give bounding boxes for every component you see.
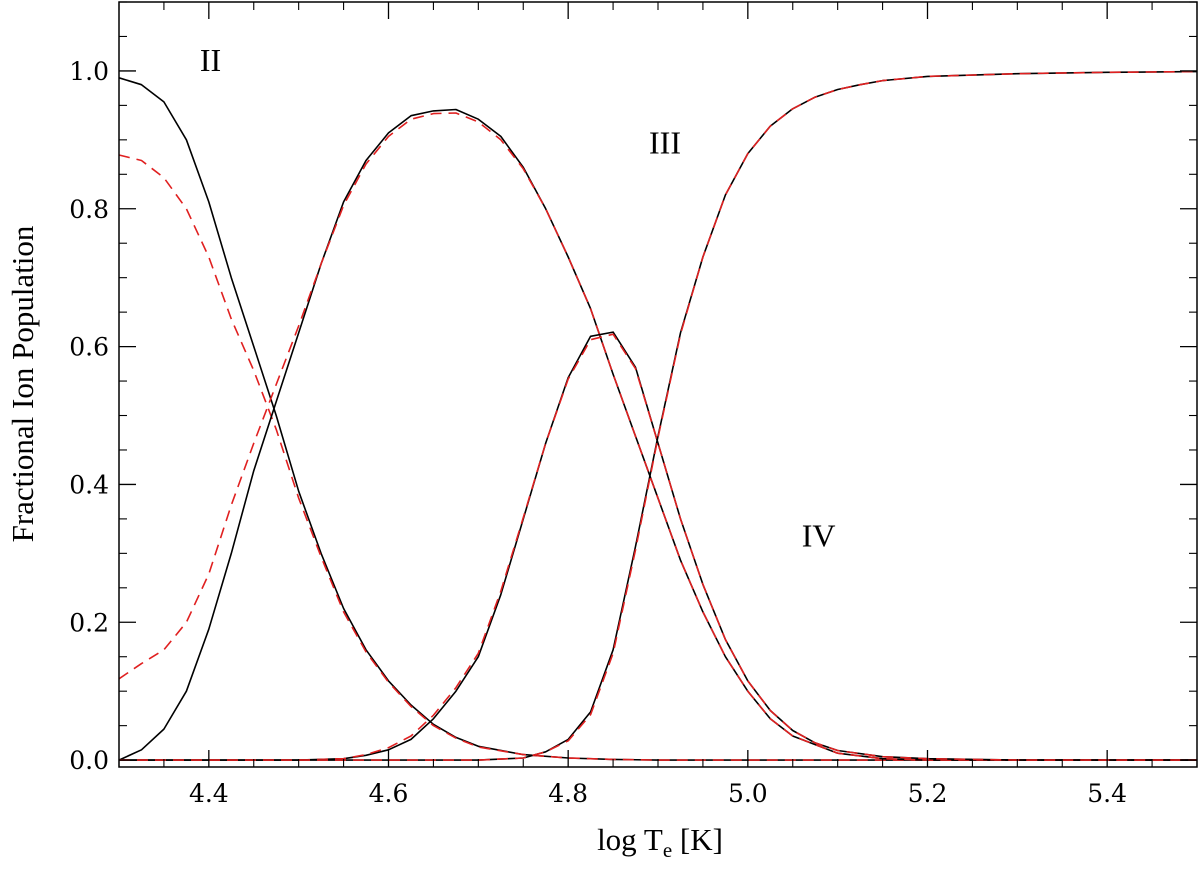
y-tick-label: 1.0 — [69, 57, 109, 86]
x-tick-label: 4.4 — [189, 779, 229, 808]
x-axis-label-subscript: e — [663, 838, 672, 862]
ion-stage-label-1: II — [200, 42, 221, 78]
series-line-5 — [119, 331, 1197, 761]
y-tick-label: 0.0 — [69, 746, 109, 775]
x-tick-label: 4.8 — [548, 779, 588, 808]
series-line-2 — [118, 154, 1197, 761]
x-tick-label: 4.6 — [369, 779, 409, 808]
series-layer — [118, 70, 1198, 761]
series-line-4 — [118, 112, 1197, 761]
x-tick-label: 5.4 — [1087, 779, 1127, 808]
y-tick-label: 0.6 — [69, 333, 109, 362]
ticks-layer: 4.4 4.6 4.8 5.0 5.2 5.4 0.0 0.2 0.4 0.6 0.8 1.0 — [69, 1, 1198, 808]
series-line-6 — [119, 333, 1197, 761]
plot-frame — [118, 1, 1198, 768]
y-tick-label: 0.4 — [69, 470, 109, 499]
series-line-7 — [119, 70, 1198, 761]
x-tick-label: 5.0 — [728, 779, 768, 808]
series-line-1 — [118, 77, 1197, 761]
ion-stage-label-2: III — [649, 125, 681, 161]
x-axis-label: log Te [K] — [597, 822, 723, 862]
x-axis-label-main: log T — [597, 822, 663, 857]
ion-stage-label-3: IV — [802, 517, 836, 553]
series-line-8 — [119, 70, 1198, 761]
x-tick-label: 5.2 — [908, 779, 948, 808]
series-line-3 — [118, 108, 1197, 761]
x-axis-label-unit: [K] — [672, 822, 723, 857]
y-tick-label: 0.8 — [69, 195, 109, 224]
y-axis-label: Fractional Ion Population — [5, 225, 40, 542]
y-tick-label: 0.2 — [69, 608, 109, 637]
